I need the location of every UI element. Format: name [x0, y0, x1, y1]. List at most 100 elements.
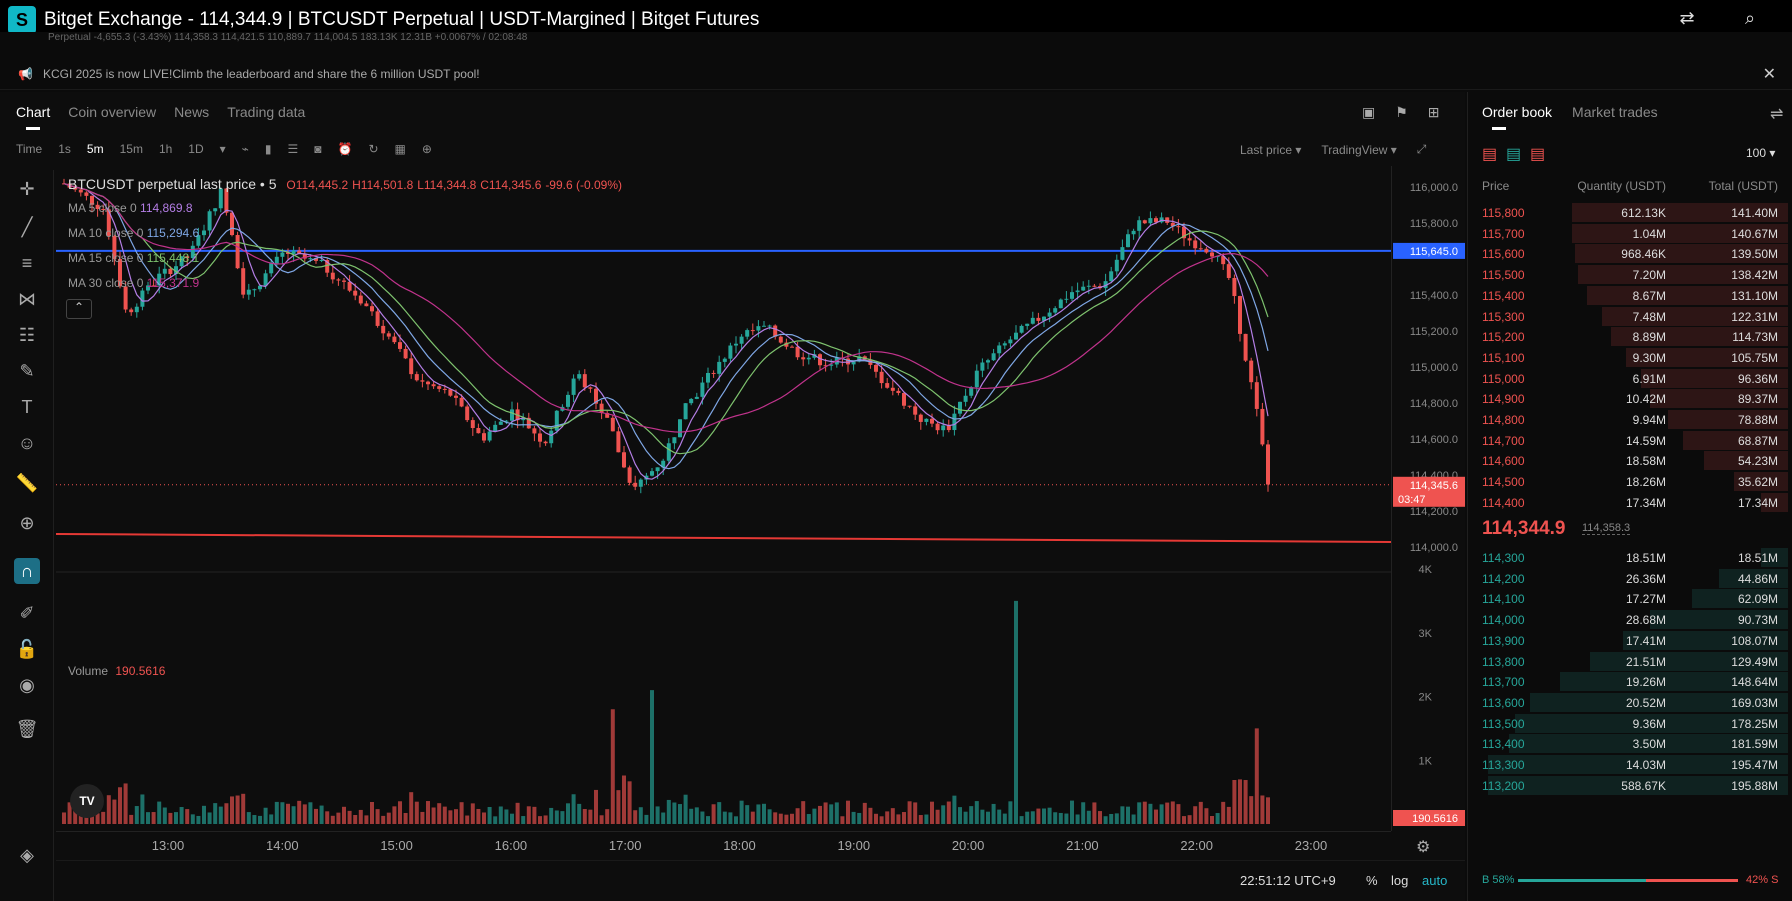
bid-row[interactable]: 113,400 3.50M 181.59M	[1468, 733, 1788, 754]
tab-chart[interactable]: Chart	[16, 104, 51, 130]
timeframe-1s[interactable]: 1s	[58, 142, 71, 156]
tab-market-trades[interactable]: Market trades	[1572, 104, 1658, 120]
orderbook-settings-icon[interactable]: ⇌	[1770, 106, 1784, 123]
ask-row[interactable]: 115,100 9.30M 105.75M	[1468, 347, 1788, 368]
chevron-down-icon[interactable]: ▾	[219, 142, 226, 156]
alert-icon[interactable]: ⚑	[1395, 104, 1408, 120]
bid-row[interactable]: 113,900 17.41M 108.07M	[1468, 630, 1788, 651]
ask-row[interactable]: 115,500 7.20M 138.42M	[1468, 264, 1788, 285]
ask-row[interactable]: 115,200 8.89M 114.73M	[1468, 326, 1788, 347]
timeframe-time[interactable]: Time	[16, 142, 43, 156]
ask-row[interactable]: 115,800 612.13K 141.40M	[1468, 202, 1788, 223]
timeframe-1d[interactable]: 1D	[188, 142, 204, 156]
ask-row[interactable]: 115,000 6.91M 96.36M	[1468, 368, 1788, 389]
emoji-icon[interactable]: ☺	[17, 433, 37, 453]
translate-icon[interactable]: ⇄	[1679, 8, 1695, 28]
grid-icon[interactable]: ⊞	[1427, 104, 1440, 120]
camera-icon[interactable]: ◙	[314, 142, 322, 156]
trash-icon[interactable]: 🗑	[15, 719, 39, 739]
timeframe-15m[interactable]: 15m	[119, 142, 143, 156]
fib-icon[interactable]: ☷	[18, 325, 36, 345]
close-icon[interactable]: ✕	[1762, 66, 1776, 83]
magnet-icon[interactable]: ∩	[14, 558, 40, 584]
text-tool-icon[interactable]: T	[21, 397, 33, 417]
zoom-icon[interactable]: ⊕	[19, 513, 35, 533]
ask-row[interactable]: 114,900 10.42M 89.37M	[1468, 388, 1788, 409]
bid-row[interactable]: 113,600 20.52M 169.03M	[1468, 692, 1788, 713]
bid-row[interactable]: 113,700 19.26M 148.64M	[1468, 671, 1788, 692]
tradingview-select[interactable]: TradingView ▾	[1321, 142, 1397, 157]
chart-canvas[interactable]	[55, 166, 1392, 831]
indicators-icon[interactable]: ⌁	[241, 142, 249, 156]
last-price-select[interactable]: Last price ▾	[1240, 142, 1302, 157]
ask-row[interactable]: 114,700 14.59M 68.87M	[1468, 430, 1788, 451]
timeframe-5m[interactable]: 5m	[86, 142, 104, 156]
alarm-icon[interactable]: ⏰	[337, 142, 353, 156]
add-icon[interactable]: ⊕	[421, 142, 432, 156]
bid-row[interactable]: 113,200 588.67K 195.88M	[1468, 775, 1788, 796]
volume-bar	[627, 781, 632, 824]
crosshair-icon[interactable]: ✛	[19, 179, 35, 199]
bid-row[interactable]: 113,500 9.36M 178.25M	[1468, 713, 1788, 734]
price-axis[interactable]: 116,000.0 115,800.0 115,400.0 115,200.0 115,…	[1391, 166, 1465, 831]
candle-body	[330, 272, 335, 280]
depth-bar	[1575, 244, 1788, 264]
timeframe-1h[interactable]: 1h	[158, 142, 173, 156]
volume-bar	[146, 812, 150, 824]
volume-bar	[1159, 804, 1164, 824]
trendline-icon[interactable]: ╱	[21, 217, 33, 237]
bid-row[interactable]: 114,300 18.51M 18.51M	[1468, 547, 1788, 568]
time-axis[interactable]: 13:00 14:00 15:00 16:00 17:00 18:00 19:00 20:00…	[56, 831, 1391, 859]
horizontal-lines-icon[interactable]: ≡	[21, 253, 33, 273]
layers-icon[interactable]: ◈	[20, 845, 34, 865]
ask-row[interactable]: 115,600 968.46K 139.50M	[1468, 243, 1788, 264]
brush-icon[interactable]: ✎	[19, 361, 35, 381]
fullscreen-icon[interactable]: ⤢	[1416, 142, 1427, 156]
ask-row[interactable]: 114,600 18.58M 54.23M	[1468, 450, 1788, 471]
eraser-pen-icon[interactable]: ✐	[19, 603, 35, 623]
volume-bar	[426, 801, 430, 824]
tab-order-book[interactable]: Order book	[1482, 104, 1553, 130]
tab-trading-data[interactable]: Trading data	[227, 104, 306, 120]
pattern-icon[interactable]: ⋈	[18, 289, 36, 309]
bid-row[interactable]: 113,800 21.51M 129.49M	[1468, 651, 1788, 672]
lock-icon[interactable]: 🔓	[15, 639, 39, 659]
view-bids-icon[interactable]: ▤	[1506, 146, 1522, 163]
calendar-icon[interactable]: ▦	[394, 142, 406, 156]
collapse-legend-button[interactable]: ⌃	[66, 299, 92, 319]
bid-row[interactable]: 114,000 28.68M 90.73M	[1468, 609, 1788, 630]
bid-row[interactable]: 114,200 26.36M 44.86M	[1468, 568, 1788, 589]
depth-select[interactable]: 100 ▾	[1746, 146, 1776, 160]
auto-toggle[interactable]: auto	[1422, 873, 1448, 888]
tradingview-logo-icon[interactable]: TV	[70, 784, 104, 818]
candle-body	[151, 285, 156, 287]
bid-row[interactable]: 114,100 17.27M 62.09M	[1468, 588, 1788, 609]
announcement-text[interactable]: KCGI 2025 is now LIVE!Climb the leaderbo…	[42, 66, 480, 81]
tab-coin-overview[interactable]: Coin overview	[68, 104, 157, 120]
candle-type-icon[interactable]: ▮	[264, 142, 272, 156]
tab-news[interactable]: News	[174, 104, 210, 120]
ask-row[interactable]: 114,400 17.34M 17.34M	[1468, 492, 1788, 513]
settings-list-icon[interactable]: ☰	[287, 142, 299, 156]
ask-row[interactable]: 115,700 1.04M 140.67M	[1468, 223, 1788, 244]
percent-toggle[interactable]: %	[1366, 873, 1378, 888]
view-both-icon[interactable]: ▤	[1482, 146, 1498, 163]
ask-row[interactable]: 115,300 7.48M 122.31M	[1468, 306, 1788, 327]
layout-icon[interactable]: ▣	[1362, 104, 1376, 120]
eye-icon[interactable]: ◉	[19, 675, 35, 695]
volume-bar	[118, 787, 122, 824]
log-toggle[interactable]: log	[1391, 873, 1409, 888]
replay-icon[interactable]: ↻	[368, 142, 379, 156]
volume-bar	[1176, 804, 1181, 824]
ask-row[interactable]: 115,400 8.67M 131.10M	[1468, 285, 1788, 306]
utc-clock[interactable]: 22:51:12 UTC+9	[1240, 873, 1336, 888]
bid-row[interactable]: 113,300 14.03M 195.47M	[1468, 754, 1788, 775]
chart-settings-gear-icon[interactable]: ⚙	[1416, 839, 1431, 856]
ask-row[interactable]: 114,500 18.26M 35.62M	[1468, 471, 1788, 492]
search-icon[interactable]: ⌕	[1744, 8, 1756, 28]
price-chart[interactable]: BTCUSDT perpetual last price • 5 O114,44…	[55, 166, 1392, 831]
view-asks-icon[interactable]: ▤	[1530, 146, 1546, 163]
ask-row[interactable]: 114,800 9.94M 78.88M	[1468, 409, 1788, 430]
volume-bar	[1019, 816, 1024, 824]
ruler-icon[interactable]: 📏	[15, 473, 39, 493]
